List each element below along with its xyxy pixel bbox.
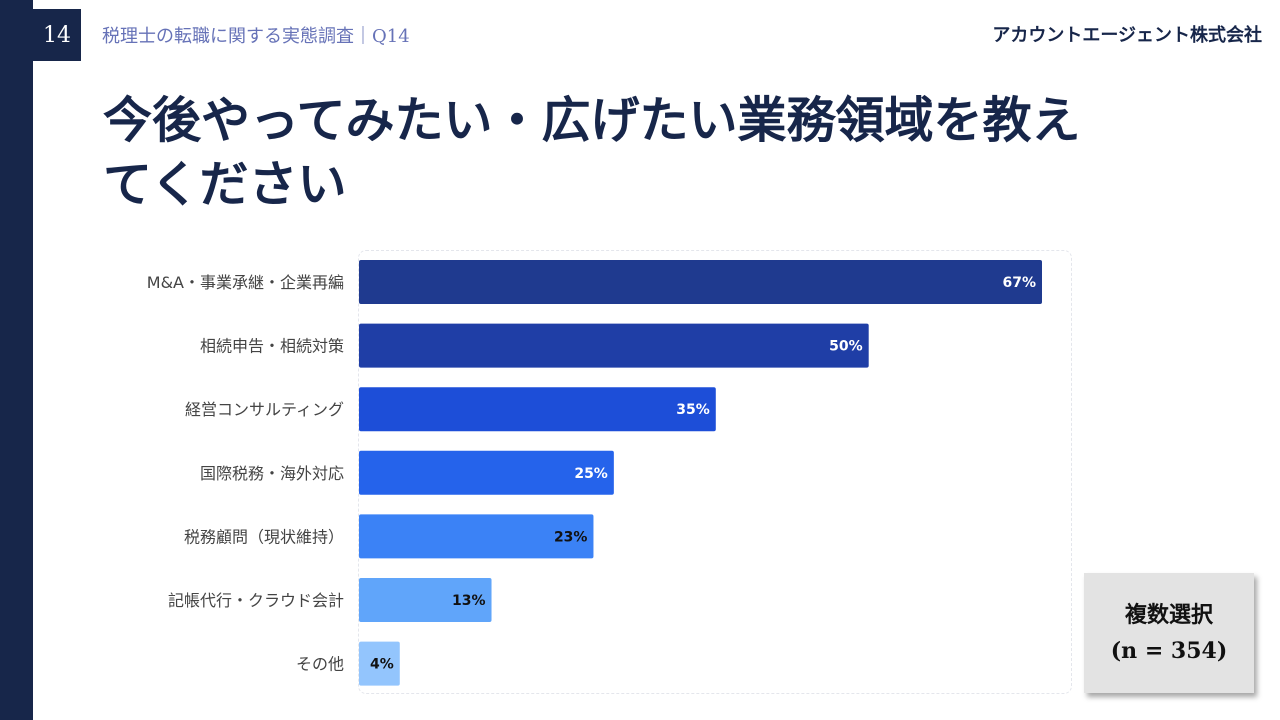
page-number: 14	[33, 9, 81, 61]
value-label-3: 35%	[676, 402, 710, 418]
category-label-3: 経営コンサルティング	[185, 400, 344, 419]
left-accent-bar	[0, 0, 33, 720]
page-title-line-2: てください	[103, 155, 347, 213]
bar-3	[359, 387, 716, 432]
company-name: アカウントエージェント株式会社	[992, 25, 1262, 46]
page-title: 今後やってみたい・広げたい業務領域を教え てください	[103, 88, 1203, 216]
bar-1	[359, 260, 1042, 304]
sample-note-box: 複数選択 (n = 354)	[1084, 573, 1254, 693]
report-subtitle: 税理士の転職に関する実態調査｜Q14	[102, 26, 410, 47]
value-label-1: 67%	[1002, 275, 1036, 291]
bar-7	[359, 641, 400, 686]
value-label-4: 25%	[574, 466, 608, 482]
value-label-5: 23%	[554, 529, 588, 545]
value-label-2: 50%	[829, 339, 863, 355]
page-title-line-1: 今後やってみたい・広げたい業務領域を教え	[103, 91, 1081, 149]
chart-frame	[358, 250, 1072, 694]
bar-2	[359, 323, 869, 368]
value-label-7: 4%	[370, 657, 394, 673]
category-label-5: 税務顧問（現状維持）	[184, 527, 344, 546]
bar-5	[359, 514, 594, 559]
selection-type-label: 複数選択	[1124, 602, 1213, 628]
category-label-1: M&A・事業承継・企業再編	[147, 273, 344, 292]
category-label-6: 記帳代行・クラウド会計	[168, 591, 344, 610]
category-label-4: 国際税務・海外対応	[200, 464, 344, 483]
category-label-7: その他	[296, 655, 344, 674]
bar-4	[359, 450, 614, 495]
category-label-2: 相続申告・相続対策	[200, 337, 344, 356]
sample-size-label: (n = 354)	[1110, 638, 1228, 664]
bar-6	[359, 578, 492, 622]
value-label-6: 13%	[452, 593, 486, 609]
